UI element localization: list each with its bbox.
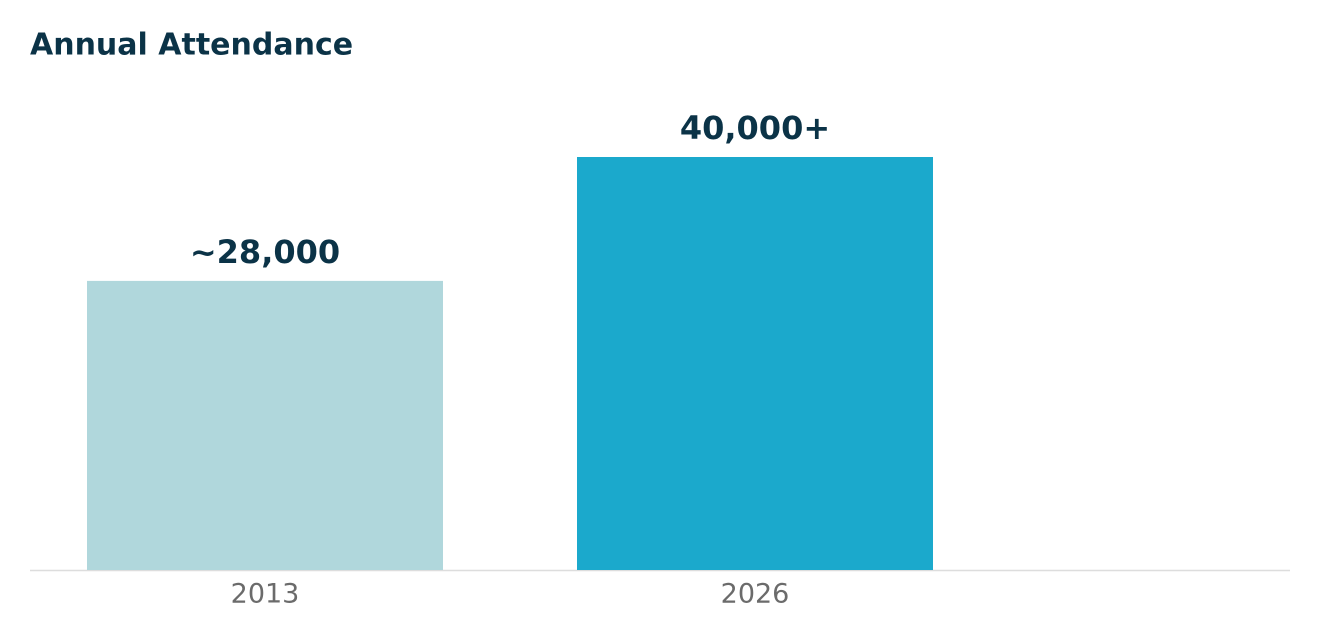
chart-title: Annual Attendance (30, 28, 353, 63)
bar (577, 157, 933, 570)
x-tick-label: 2013 (231, 579, 300, 610)
value-label: 40,000+ (680, 109, 830, 147)
value-label: ~28,000 (190, 233, 340, 271)
bar (87, 280, 443, 570)
x-tick-label: 2026 (721, 579, 790, 610)
